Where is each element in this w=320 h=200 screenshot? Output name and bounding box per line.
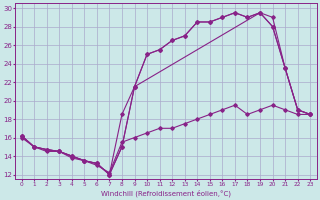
- X-axis label: Windchill (Refroidissement éolien,°C): Windchill (Refroidissement éolien,°C): [101, 189, 231, 197]
